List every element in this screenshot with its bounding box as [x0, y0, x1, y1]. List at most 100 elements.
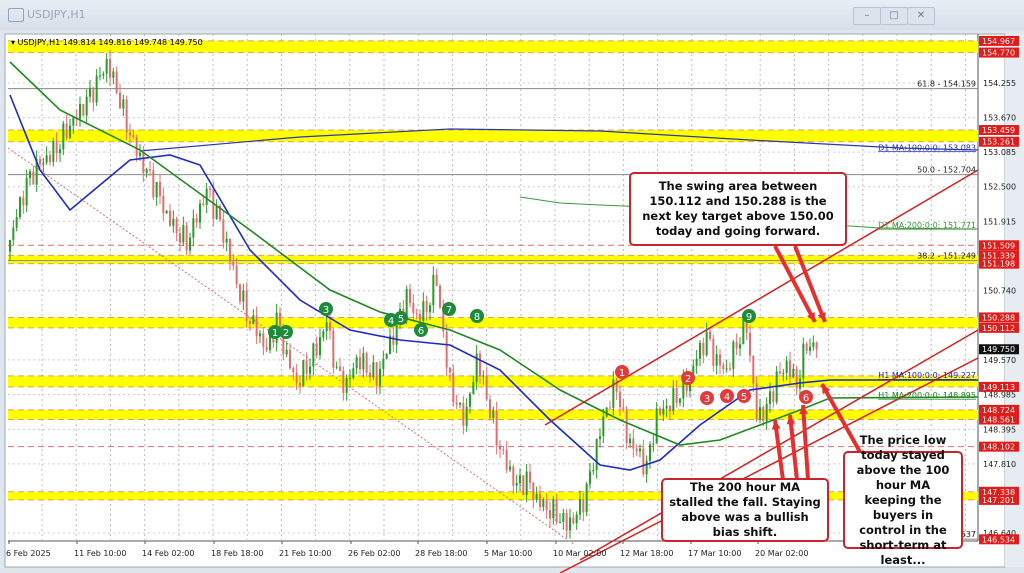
- candle-body: [379, 368, 381, 386]
- candle-body: [292, 368, 295, 373]
- candle-body: [252, 315, 255, 324]
- time-tick-label: 26 Feb 02:00: [348, 549, 400, 558]
- candle-body: [662, 408, 665, 415]
- candle-body: [702, 342, 705, 356]
- time-tick-label: 6 Feb 2025: [6, 549, 51, 558]
- price-tick-label: 154.255: [983, 79, 1016, 88]
- candle-body: [519, 475, 521, 484]
- green-marker-label: 6: [418, 326, 424, 337]
- red-marker-label: 1: [619, 368, 625, 379]
- support-resistance-band: [8, 491, 978, 500]
- chart-window-icon: [8, 8, 24, 22]
- candle-body: [395, 320, 398, 345]
- price-level-tag: [979, 258, 1019, 269]
- time-tick-label: 5 Mar 10:00: [484, 549, 532, 558]
- candle-body: [815, 342, 818, 350]
- candle-body: [169, 210, 171, 226]
- candle-body: [52, 141, 55, 162]
- price-level-tag-label: 149.113: [982, 383, 1015, 392]
- candle-body: [309, 366, 311, 374]
- candle-body: [719, 354, 721, 366]
- green-marker: [319, 302, 333, 316]
- candle-body: [49, 155, 51, 162]
- red-marker-label: 2: [685, 374, 691, 385]
- candle-body: [415, 313, 418, 315]
- candle-body: [532, 482, 535, 500]
- candle-body: [189, 237, 191, 251]
- candle-body: [192, 218, 195, 238]
- candle-body: [35, 159, 38, 185]
- candle-body: [442, 307, 445, 332]
- candle-body: [29, 171, 31, 179]
- candle-body: [782, 372, 785, 374]
- price-tick-label: 148.395: [983, 425, 1016, 434]
- candle-body: [605, 407, 608, 417]
- annotation-arrow: [773, 419, 785, 481]
- candle-body: [105, 58, 108, 74]
- support-resistance-band: [8, 317, 978, 328]
- red-marker: [720, 389, 734, 403]
- candle-body: [582, 499, 585, 513]
- scrollbar-track: [1005, 34, 1024, 567]
- candle-body: [339, 366, 341, 371]
- window-title: USDJPY,H1: [27, 8, 86, 21]
- candle-body: [382, 358, 385, 369]
- close-button[interactable]: ✕: [907, 7, 935, 25]
- candle-body: [255, 315, 258, 337]
- candle-body: [485, 375, 488, 400]
- symbol-header: ▾ USDJPY,H1 149.814 149.816 149.748 149.…: [11, 38, 203, 47]
- candle-body: [642, 448, 645, 475]
- candle-body: [372, 362, 375, 378]
- price-tick-label: 146.640: [983, 529, 1016, 538]
- candle-body: [352, 368, 355, 378]
- candle-body: [345, 378, 348, 393]
- channel-upper-line: [544, 169, 979, 426]
- price-tick-label: 150.740: [983, 287, 1016, 296]
- candle-body: [802, 343, 805, 379]
- candle-body: [162, 195, 165, 214]
- candle-body: [765, 403, 768, 422]
- candle-body: [82, 103, 85, 116]
- minimize-button[interactable]: –: [853, 7, 881, 25]
- fibonacci-label: .537: [958, 530, 976, 539]
- candle-body: [299, 382, 301, 386]
- candle-body: [185, 225, 188, 251]
- price-level-tag-label: 154.967: [982, 37, 1015, 46]
- candle-body: [112, 71, 115, 78]
- green-marker: [279, 325, 293, 339]
- candle-body: [165, 210, 168, 214]
- time-tick-label: 10 Mar 02:00: [553, 549, 606, 558]
- price-level-tag: [979, 381, 1019, 392]
- candle-body: [375, 362, 378, 386]
- green-marker: [414, 323, 428, 337]
- price-level-tag: [979, 312, 1019, 323]
- candle-body: [459, 402, 461, 405]
- price-level-tag: [979, 47, 1019, 58]
- candle-body: [772, 391, 775, 402]
- candle-body: [325, 322, 328, 332]
- candle-body: [205, 188, 208, 205]
- candle-body: [695, 358, 698, 366]
- red-marker-label: 6: [803, 393, 809, 404]
- ma-label: D1 MA:100:0:0: 153.083: [878, 143, 976, 152]
- green-marker: [394, 311, 408, 325]
- green-marker-label: 9: [746, 312, 752, 323]
- green-marker: [268, 325, 282, 339]
- candle-body: [509, 466, 511, 470]
- candle-body: [552, 499, 555, 519]
- price-level-tag: [979, 136, 1019, 147]
- candle-body: [132, 135, 135, 138]
- annotation-price-low: The price low today stayed above the 100…: [843, 433, 963, 567]
- candle-body: [129, 132, 131, 136]
- price-level-tag-label: 148.102: [982, 443, 1015, 452]
- red-marker: [737, 389, 751, 403]
- maximize-button[interactable]: □: [880, 7, 908, 25]
- candle-body: [385, 353, 388, 359]
- candle-body: [699, 342, 701, 359]
- price-level-tag: [979, 250, 1019, 261]
- candle-body: [122, 99, 125, 109]
- red-marker-label: 3: [704, 394, 710, 405]
- candle-body: [392, 335, 395, 345]
- candle-body: [342, 370, 345, 393]
